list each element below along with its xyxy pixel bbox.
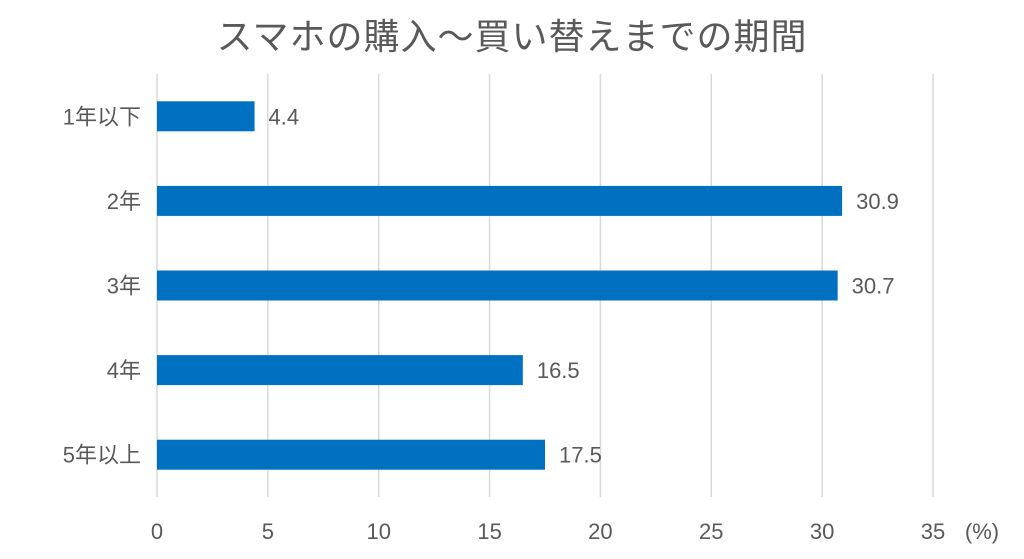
- bar: [157, 439, 545, 470]
- data-label: 17.5: [559, 443, 602, 468]
- x-tick-labels: 0 5 10 15 20 25 30 35: [151, 519, 945, 544]
- bar: [157, 101, 255, 132]
- category-label: 3年: [107, 274, 141, 299]
- x-tick-label: 0: [151, 519, 163, 544]
- x-unit-label: (%): [965, 519, 999, 544]
- category-label: 2年: [107, 189, 141, 214]
- x-tick-label: 20: [588, 519, 612, 544]
- x-tick-label: 35: [921, 519, 945, 544]
- x-tick-label: 10: [366, 519, 390, 544]
- data-labels: 4.4 30.9 30.7 16.5 17.5: [269, 104, 899, 467]
- data-label: 16.5: [537, 358, 580, 383]
- category-label: 1年以下: [63, 104, 141, 129]
- bar: [157, 355, 523, 386]
- data-label: 4.4: [269, 104, 300, 129]
- category-label: 4年: [107, 358, 141, 383]
- data-label: 30.7: [852, 274, 895, 299]
- chart-title: スマホの購入～買い替えまでの期間: [216, 17, 808, 58]
- bars: [157, 101, 843, 470]
- category-label: 5年以上: [63, 443, 141, 468]
- x-tick-label: 30: [810, 519, 834, 544]
- bar: [157, 270, 838, 301]
- x-tick-label: 25: [699, 519, 723, 544]
- data-label: 30.9: [856, 189, 899, 214]
- x-tick-label: 5: [262, 519, 274, 544]
- x-tick-label: 15: [477, 519, 501, 544]
- bar: [157, 185, 843, 216]
- category-labels: 1年以下 2年 3年 4年 5年以上: [63, 104, 141, 467]
